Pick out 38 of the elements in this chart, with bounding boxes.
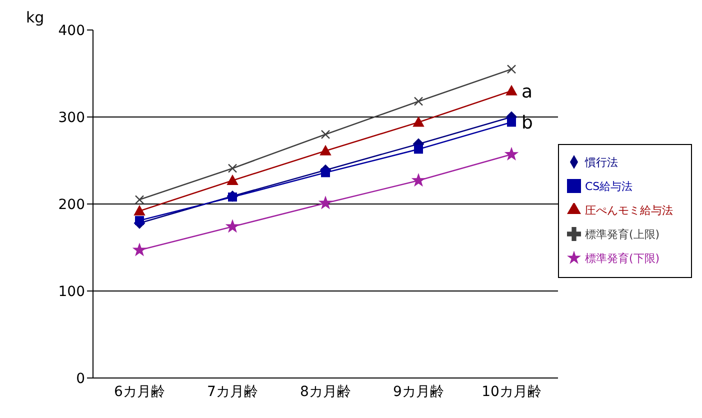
- point: [134, 195, 144, 204]
- point: [135, 216, 144, 226]
- point: [228, 164, 238, 173]
- point: [319, 196, 332, 208]
- y-tick-label: 200: [58, 196, 85, 213]
- point: [506, 64, 516, 74]
- point: [506, 85, 517, 96]
- point: [321, 168, 330, 178]
- y-tick-label: 0: [76, 370, 85, 387]
- legend-label: 標準発育(上限): [585, 228, 660, 240]
- y-tick-label: 400: [58, 22, 85, 39]
- point: [507, 118, 516, 127]
- x-tick-label: 7カ月齢: [207, 384, 258, 400]
- y-tick-label: 100: [58, 284, 85, 300]
- point: [414, 96, 424, 106]
- legend-label: CS給与法: [585, 180, 633, 192]
- x-tick-label: 6カ月齢: [114, 384, 165, 400]
- point: [414, 144, 423, 154]
- legend-label: 圧ぺんモミ給与法: [585, 204, 673, 216]
- point: [133, 244, 146, 256]
- point: [320, 145, 331, 156]
- x-tick-label: 8カ月齢: [300, 384, 351, 400]
- point: [228, 192, 237, 202]
- point: [320, 130, 330, 139]
- point: [226, 220, 239, 232]
- x-tick-label: 9カ月齢: [393, 384, 444, 400]
- x-tick-label: 10カ月齢: [482, 384, 542, 400]
- y-axis-title: kg: [26, 8, 44, 27]
- point: [505, 148, 518, 160]
- point: [412, 174, 425, 186]
- point: [227, 175, 238, 186]
- legend-label: 標準発育(下限): [585, 252, 660, 264]
- point: [134, 205, 145, 216]
- annotation: b: [522, 112, 533, 134]
- y-tick-label: 300: [58, 110, 85, 126]
- legend-label: 慣行法: [585, 156, 618, 168]
- annotation: a: [522, 81, 533, 102]
- point: [413, 116, 424, 127]
